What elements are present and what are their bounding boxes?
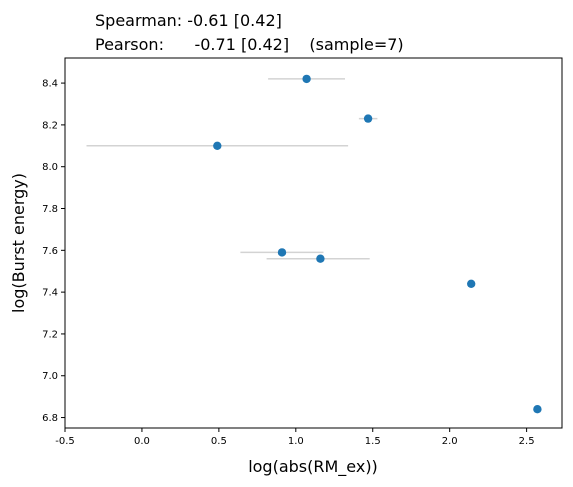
data-point-5: [467, 279, 476, 288]
data-point-4: [316, 254, 325, 263]
y-axis-label: log(Burst energy): [9, 173, 28, 313]
x-tick-label-6: 2.5: [519, 436, 535, 447]
x-tick-label-2: 0.5: [211, 436, 227, 447]
data-point-2: [213, 141, 222, 150]
y-tick-label-6: 8.0: [42, 162, 58, 173]
y-tick-label-2: 7.2: [42, 329, 58, 340]
x-tick-label-3: 1.0: [288, 436, 304, 447]
data-point-3: [277, 248, 287, 257]
x-tick-label-1: 0.0: [134, 436, 150, 447]
points-layer: [213, 74, 542, 414]
x-tick-label-4: 1.5: [365, 436, 381, 447]
data-point-0: [302, 74, 311, 84]
title-line-1: Spearman: -0.61 [0.42]: [95, 11, 282, 30]
plot-frame: [64, 57, 563, 429]
y-tick-label-1: 7.0: [42, 371, 58, 382]
x-tick-label-5: 2.0: [442, 436, 458, 447]
y-tick-label-0: 6.8: [42, 413, 58, 424]
title-line-2: Pearson: -0.71 [0.42] (sample=7): [95, 35, 404, 54]
data-point-6: [533, 405, 542, 414]
y-tick-label-3: 7.4: [42, 288, 58, 299]
chart-title: Spearman: -0.61 [0.42] Pearson: -0.71 [0…: [95, 11, 404, 54]
y-tick-label-5: 7.8: [42, 204, 58, 215]
y-axis-ticks: 6.8 7.0 7.2 7.4 7.6 7.8 8.0 8.2 8.4: [42, 79, 65, 424]
x-axis-ticks: -0.5 0.0 0.5 1.0 1.5 2.0 2.5: [55, 428, 535, 447]
x-axis-label: log(abs(RM_ex)): [248, 457, 378, 477]
data-point-1: [363, 114, 373, 123]
y-tick-label-8: 8.4: [42, 79, 58, 90]
x-tick-label-0: -0.5: [55, 436, 75, 447]
y-tick-label-4: 7.6: [42, 246, 58, 257]
y-tick-label-7: 8.2: [42, 120, 58, 131]
errorbars-layer: [86, 78, 378, 260]
